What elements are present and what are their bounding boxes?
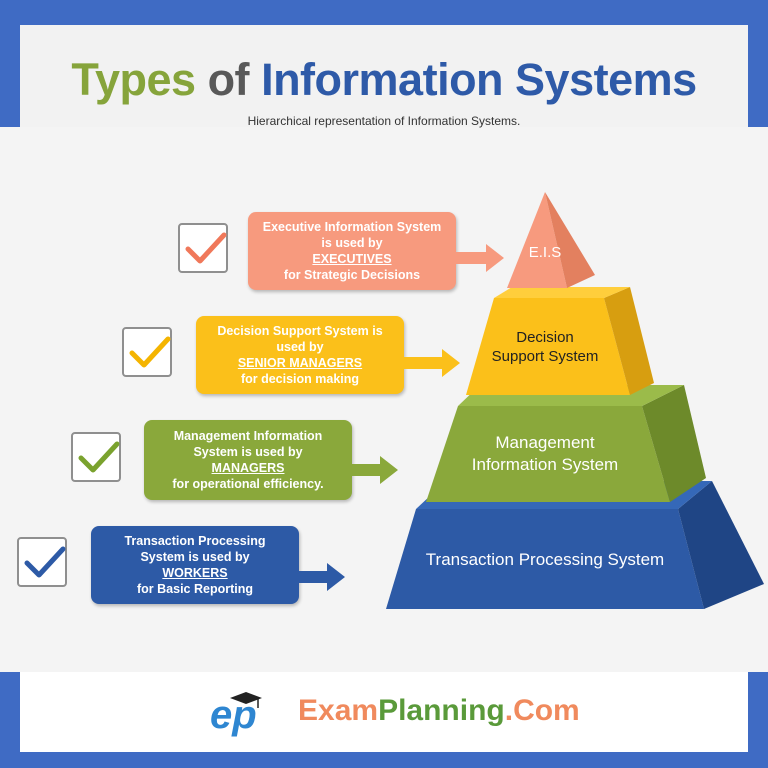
arrow-tps-icon	[299, 563, 345, 591]
callout-eis-role-text: EXECUTIVES	[312, 252, 392, 266]
pyramid-label-tps: Transaction Processing System	[425, 550, 665, 569]
title-word-of: of	[207, 54, 250, 105]
pyramid-tier-tps-side	[678, 481, 764, 609]
checkmark-icon	[129, 336, 171, 368]
footer-logo: ep ExamPlanning.Com	[208, 688, 608, 738]
callout-dss-line3: for decision making	[240, 372, 360, 386]
pyramid-label-mis-line1: Management	[495, 433, 595, 452]
callout-tps: Transaction Processing System is used by…	[91, 526, 299, 604]
examplanning-logo-icon: ep	[210, 692, 262, 737]
pyramid-tier-dss-side	[604, 287, 654, 395]
checkmark-icon	[24, 546, 66, 578]
callout-mis-role: MANAGERS	[212, 460, 285, 476]
checkbox-mis	[71, 432, 121, 482]
callout-mis: Management Information System is used by…	[144, 420, 352, 500]
checkbox-tps	[17, 537, 67, 587]
pyramid-tier-eis-front	[507, 192, 567, 288]
callout-eis-line3: for Strategic Decisions	[283, 268, 421, 282]
title-word-types: Types	[71, 54, 196, 105]
logo-text-com: .Com	[504, 694, 580, 727]
checkmark-icon	[185, 232, 227, 264]
checkbox-dss	[122, 327, 172, 377]
logo-wordmark: ExamPlanning.Com	[298, 694, 580, 728]
callout-eis-role: EXECUTIVES	[312, 251, 391, 267]
pyramid-label-dss: Decision Support System	[470, 328, 620, 366]
callout-tps-role: WORKERS	[162, 565, 227, 581]
footer-panel	[20, 672, 748, 752]
checkmark-icon	[78, 441, 120, 473]
page-title: Types of Information Systems	[0, 55, 768, 105]
title-word-information-systems: Information Systems	[261, 54, 697, 105]
graduation-cap-icon	[230, 692, 262, 704]
pyramid-label-eis: E.I.S	[528, 244, 562, 261]
callout-mis-line3: for operational efficiency.	[172, 477, 324, 491]
pyramid-label-mis: Management Information System	[445, 432, 645, 476]
callout-eis: Executive Information System is used by …	[248, 212, 456, 290]
pyramid-tier-tps-front	[386, 509, 704, 609]
callout-dss-role: SENIOR MANAGERS	[238, 355, 362, 371]
callout-tps-line3: for Basic Reporting	[137, 582, 253, 596]
title-panel	[20, 25, 748, 127]
callout-dss-line1: Decision Support System is used by	[217, 324, 383, 354]
callout-mis-role-text: MANAGERS	[211, 461, 285, 475]
logo-text-exam: Exam	[298, 694, 379, 727]
pyramid-tier-dss-front	[466, 298, 630, 395]
pyramid-tier-eis-side	[545, 192, 595, 288]
arrow-dss-icon	[404, 349, 460, 377]
arrow-eis-icon	[456, 244, 504, 272]
pyramid-tier-mis-side	[642, 385, 706, 502]
checkbox-eis	[178, 223, 228, 273]
callout-dss: Decision Support System is used by SENIO…	[196, 316, 404, 394]
page-subtitle: Hierarchical representation of Informati…	[247, 114, 521, 128]
callout-tps-line1: Transaction Processing System is used by	[124, 534, 266, 564]
callout-tps-role-text: WORKERS	[162, 566, 228, 580]
logo-text-planning: Planning	[378, 694, 505, 727]
pyramid-label-dss-line1: Decision	[516, 329, 574, 346]
callout-mis-line1: Management Information System is used by	[173, 429, 323, 459]
pyramid-label-mis-line2: Information System	[471, 455, 619, 474]
callout-dss-role-text: SENIOR MANAGERS	[237, 356, 363, 370]
arrow-mis-icon	[352, 456, 398, 484]
pyramid-tier-mis-front	[426, 406, 670, 502]
pyramid-label-dss-line2: Support System	[491, 348, 599, 365]
callout-eis-line1: Executive Information System is used by	[262, 220, 442, 250]
pyramid-tier-dss-top	[494, 287, 630, 298]
